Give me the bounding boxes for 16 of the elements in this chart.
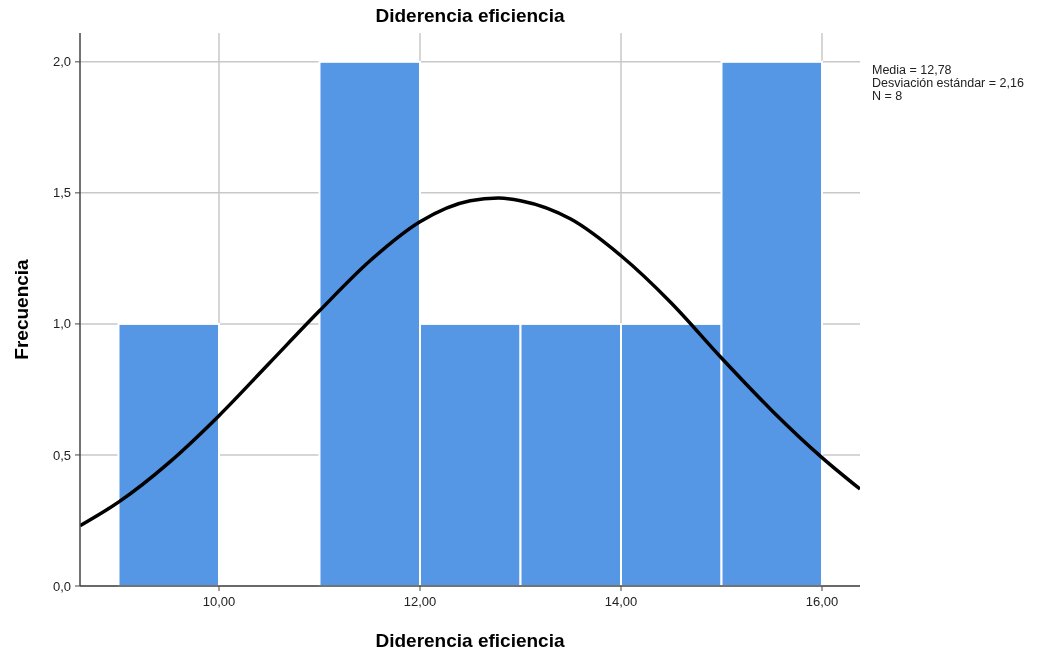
x-axis-title: Diderencia eficiencia [375,630,565,651]
x-tick-label: 16,00 [805,594,839,609]
y-axis-title: Frecuencia [11,258,32,360]
y-tick-label: 2,0 [52,54,71,70]
line-series [80,196,860,528]
y-tick-label: 1,0 [52,316,71,332]
text: Desviación estándar = 2,16 [872,76,1024,90]
x-tick-label: 12,00 [403,594,437,609]
x-tick-label: 14,00 [604,594,638,609]
y-tick-label: 1,5 [52,185,71,201]
text: Media = 12,78 [872,63,952,77]
chart-title: Diderencia eficiencia [375,5,565,26]
y-tick-label: 0,0 [52,578,71,594]
y-tick-label: 0,5 [52,447,71,463]
x-tick-label: 10,00 [202,594,236,609]
text: N = 8 [872,89,903,103]
